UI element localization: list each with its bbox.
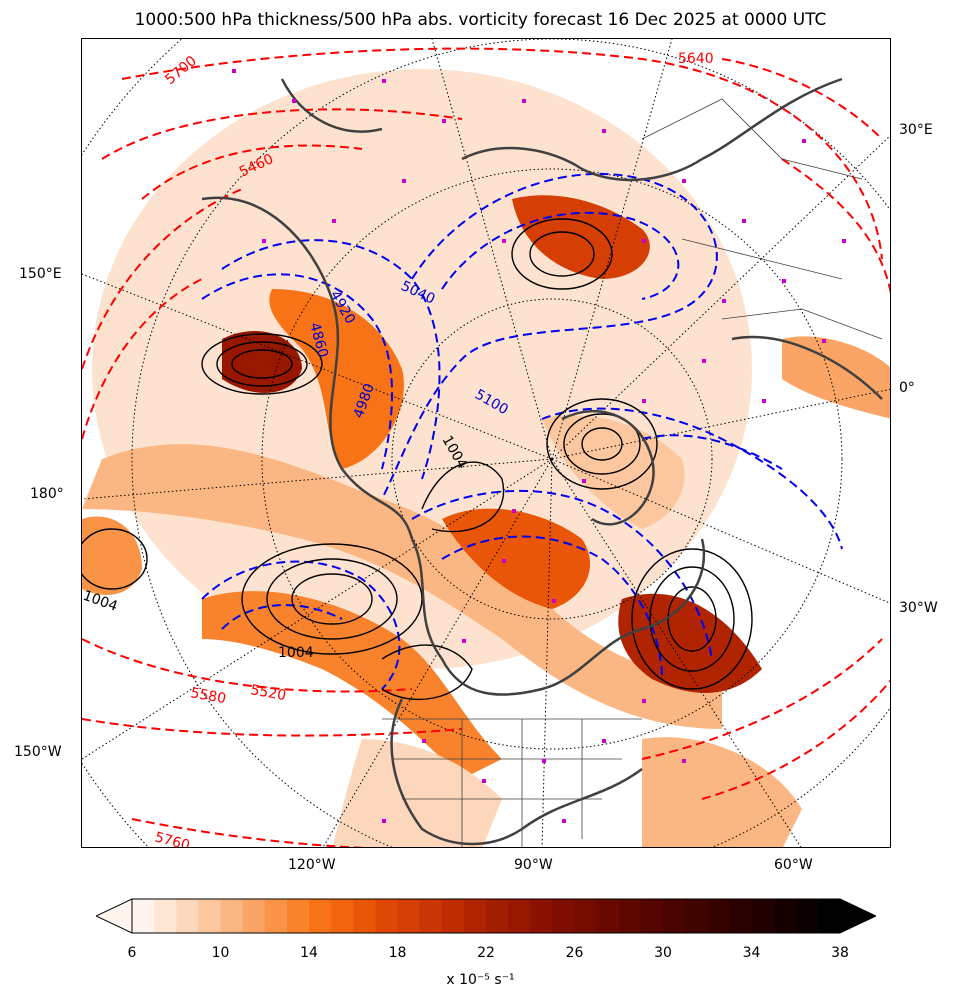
lon-label-30w: 30°W	[899, 600, 938, 616]
colorbar-tick-label: 6	[127, 945, 137, 961]
thickness-label: 5760	[153, 829, 192, 848]
colorbar-tick-label: 10	[211, 945, 230, 961]
station-markers	[232, 69, 846, 823]
colorbar-cell	[463, 899, 487, 933]
colorbar-min-extend	[96, 898, 133, 934]
colorbar-cell	[685, 899, 708, 933]
colorbar-cell	[176, 899, 199, 933]
vorticity-shading	[82, 69, 890, 847]
colorbar-cell	[618, 899, 642, 933]
colorbar-tick-label: 38	[831, 945, 849, 961]
colorbar-cell	[441, 899, 465, 933]
thickness-label: 5580	[189, 685, 227, 707]
colorbar-tick-label: 18	[388, 945, 407, 961]
longitude-lines	[82, 39, 890, 847]
colorbar-cell	[640, 899, 664, 933]
lon-label-90w: 90°W	[514, 857, 553, 873]
thickness-label: 5700	[162, 53, 200, 88]
colorbar-cell	[353, 899, 376, 933]
colorbar-cell	[132, 899, 155, 933]
colorbar-cell	[198, 899, 221, 933]
colorbar-cell	[773, 899, 797, 933]
colorbar-tick-label: 34	[742, 945, 761, 961]
lon-label-60w: 60°W	[774, 857, 813, 873]
colorbar-cell	[220, 899, 244, 933]
thickness-label: 5640	[678, 51, 714, 67]
colorbar-cell	[486, 899, 509, 933]
colorbar-cell	[729, 899, 752, 933]
colorbar-max-extend	[839, 898, 876, 934]
colorbar-cell	[751, 899, 775, 933]
pressure-contours	[82, 218, 753, 701]
colorbar-cell	[375, 899, 398, 933]
colorbar-cell	[242, 899, 266, 933]
political-borders	[382, 98, 883, 847]
colorbar-unit-label: x 10⁻⁵ s⁻¹	[446, 972, 515, 988]
colorbar-tick-label: 26	[565, 945, 584, 961]
colorbar-cell	[331, 899, 354, 933]
lon-label-150w: 150°W	[14, 744, 62, 760]
lon-label-30e: 30°E	[899, 122, 933, 138]
colorbar-cell	[419, 899, 443, 933]
coastlines	[201, 77, 883, 846]
map-title: 1000:500 hPa thickness/500 hPa abs. vort…	[134, 10, 827, 30]
colorbar-cell	[663, 899, 686, 933]
thickness-label: 5520	[249, 682, 287, 704]
lon-label-120w: 120°W	[288, 857, 336, 873]
colorbar-cell	[817, 899, 841, 933]
colorbar-cell	[264, 899, 288, 933]
colorbar-tick-label: 14	[300, 945, 318, 961]
colorbar-cell	[552, 899, 575, 933]
colorbar-cell	[286, 899, 310, 933]
lon-label-150e: 150°E	[19, 266, 62, 282]
colorbar-cell	[397, 899, 421, 933]
vorticity-map: 5700 5460 5640 5580 5520 5760 5040 4920 …	[82, 39, 890, 848]
pressure-label: 1004	[278, 645, 314, 661]
colorbar-cell	[309, 899, 332, 933]
colorbar-cell	[154, 899, 177, 933]
colorbar-cell	[596, 899, 620, 933]
colorbar-cell	[707, 899, 730, 933]
colorbar	[96, 898, 876, 934]
latitude-circles	[82, 39, 890, 847]
colorbar-cell	[530, 899, 553, 933]
colorbar-cell	[508, 899, 531, 933]
colorbar-tick-label: 22	[477, 945, 495, 961]
lon-label-180: 180°	[30, 486, 64, 502]
colorbar-tick-label: 30	[654, 945, 672, 961]
map-panel: 5700 5460 5640 5580 5520 5760 5040 4920 …	[81, 38, 891, 848]
thickness-contours-red	[82, 47, 890, 847]
colorbar-cell	[795, 899, 819, 933]
colorbar-cell	[574, 899, 598, 933]
lon-label-0: 0°	[899, 380, 915, 396]
